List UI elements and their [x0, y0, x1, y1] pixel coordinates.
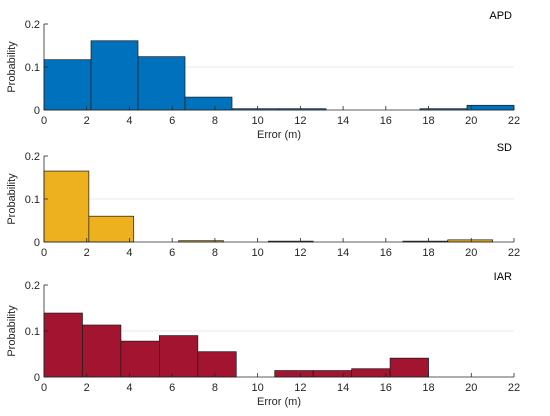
bar-apd-2	[137, 56, 186, 111]
x-axis-label-iar: Error (m)	[257, 396, 301, 408]
bar-sd-1	[88, 215, 135, 243]
x-tick-label-iar: 16	[380, 382, 392, 394]
bar-iar-5	[274, 370, 314, 378]
y-tick-label-iar: 0.2	[25, 280, 40, 292]
x-tick-label-sd: 14	[337, 247, 349, 259]
panel-sd: 0 2 4 6 8 10 12 14 16 18 20 22 0 0.1 0.2 SD Probability	[6, 142, 520, 259]
x-tick-label-apd: 4	[126, 115, 132, 127]
y-tick-label-apd: 0.2	[25, 19, 40, 31]
y-axis-label-apd: Probability	[6, 41, 18, 93]
x-tick-label-iar: 8	[212, 382, 218, 394]
y-tick-label-apd: 0.1	[25, 62, 40, 74]
x-tick-label-sd: 10	[252, 247, 264, 259]
bar-sd-0	[43, 170, 90, 243]
panel-title-sd: SD	[497, 142, 512, 154]
x-tick-label-iar: 10	[252, 382, 264, 394]
x-tick-label-iar: 4	[126, 382, 132, 394]
x-tick-label-apd: 18	[422, 115, 434, 127]
y-tick-label-iar: 0	[34, 372, 40, 384]
x-tick-label-sd: 4	[126, 247, 132, 259]
x-tick-label-sd: 22	[508, 247, 520, 259]
bar-apd-7	[466, 104, 515, 111]
x-tick-label-iar: 2	[84, 382, 90, 394]
bar-iar-2	[120, 340, 160, 378]
bar-iar-8	[389, 357, 429, 378]
y-axis-label-sd: Probability	[6, 173, 18, 225]
x-tick-label-iar: 22	[508, 382, 520, 394]
y-tick-label-sd: 0	[34, 237, 40, 249]
y-tick-label-sd: 0.2	[25, 151, 40, 163]
panel-apd: 0 2 4 6 8 10 12 14 16 18 20 22 0 0.1 0.2 APD Probability…	[6, 10, 520, 141]
bar-apd-0	[43, 59, 92, 111]
x-tick-label-apd: 8	[212, 115, 218, 127]
bar-apd-3	[184, 96, 233, 111]
x-tick-label-iar: 6	[169, 382, 175, 394]
x-tick-label-apd: 20	[465, 115, 477, 127]
x-tick-label-sd: 6	[169, 247, 175, 259]
panel-iar: 0 2 4 6 8 10 12 14 16 18 20 22 0 0.1 0.2 IAR Probability…	[6, 271, 520, 408]
x-tick-label-apd: 14	[337, 115, 349, 127]
panel-title-apd: APD	[489, 10, 512, 22]
x-tick-label-sd: 16	[380, 247, 392, 259]
bar-iar-7	[351, 368, 391, 378]
x-tick-label-apd: 2	[84, 115, 90, 127]
x-tick-label-apd: 16	[380, 115, 392, 127]
x-tick-label-iar: 18	[422, 382, 434, 394]
x-tick-label-apd: 22	[508, 115, 520, 127]
x-tick-label-iar: 12	[294, 382, 306, 394]
panel-title-iar: IAR	[494, 271, 512, 283]
y-tick-label-iar: 0.1	[25, 326, 40, 338]
x-tick-label-apd: 0	[41, 115, 47, 127]
bar-iar-1	[82, 324, 122, 378]
y-tick-label-sd: 0.1	[25, 194, 40, 206]
x-tick-label-iar: 14	[337, 382, 349, 394]
x-tick-label-sd: 18	[422, 247, 434, 259]
x-tick-label-apd: 12	[294, 115, 306, 127]
x-tick-label-sd: 8	[212, 247, 218, 259]
x-tick-label-apd: 6	[169, 115, 175, 127]
x-tick-label-apd: 10	[252, 115, 264, 127]
x-axis-label-apd: Error (m)	[257, 129, 301, 141]
x-tick-label-sd: 0	[41, 247, 47, 259]
bar-iar-6	[312, 370, 352, 378]
x-tick-label-sd: 2	[84, 247, 90, 259]
x-tick-label-iar: 0	[41, 382, 47, 394]
x-tick-label-sd: 20	[465, 247, 477, 259]
bar-iar-4	[197, 351, 237, 378]
y-tick-label-apd: 0	[34, 105, 40, 117]
y-axis-label-iar: Probability	[6, 305, 18, 357]
x-tick-label-iar: 20	[465, 382, 477, 394]
bar-apd-1	[90, 40, 139, 111]
bar-iar-0	[43, 312, 83, 378]
x-tick-label-sd: 12	[294, 247, 306, 259]
bar-iar-3	[159, 335, 199, 378]
